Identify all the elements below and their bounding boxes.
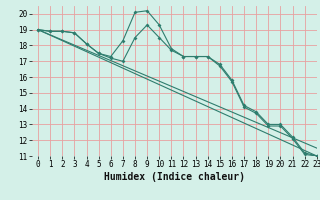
X-axis label: Humidex (Indice chaleur): Humidex (Indice chaleur) (104, 172, 245, 182)
